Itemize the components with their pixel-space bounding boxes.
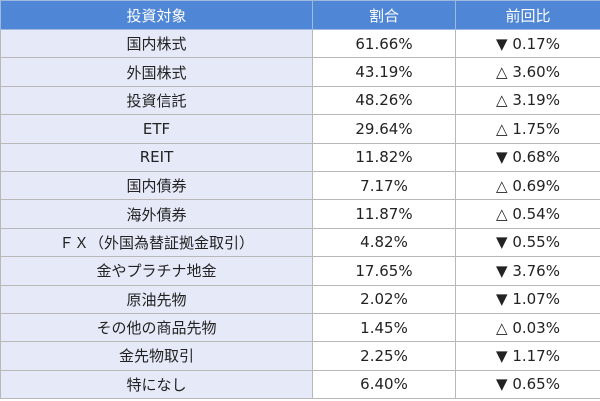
header-cell: 割合 — [312, 0, 456, 30]
category-cell: 海外債券 — [0, 199, 313, 229]
table-row: 特になし 6.40% ▼ 0.65% — [0, 369, 600, 400]
category-cell: 投資信託 — [0, 85, 313, 116]
table-row: 国内債券 7.17% △ 0.69% — [0, 170, 600, 201]
category-cell: 原油先物 — [0, 284, 313, 314]
ratio-cell: 2.02% — [312, 284, 456, 314]
category-cell: 国内債券 — [0, 170, 313, 201]
change-cell: △ 0.03% — [455, 312, 600, 343]
table-body: 国内株式 61.66% ▼ 0.17% 外国株式 43.19% △ 3.60% 投資信託 48… — [0, 28, 600, 400]
category-cell: 金先物取引 — [0, 341, 313, 371]
category-cell: 国内株式 — [0, 28, 313, 59]
ratio-cell: 11.82% — [312, 142, 456, 172]
category-cell: REIT — [0, 142, 313, 172]
ratio-cell: 61.66% — [312, 28, 456, 59]
change-cell: ▼ 0.65% — [455, 369, 600, 400]
change-cell: ▼ 1.07% — [455, 284, 600, 314]
change-cell: △ 0.69% — [455, 170, 600, 201]
change-cell: ▼ 0.17% — [455, 28, 600, 59]
ratio-cell: 11.87% — [312, 199, 456, 229]
change-cell: ▼ 3.76% — [455, 256, 600, 286]
change-cell: △ 0.54% — [455, 199, 600, 229]
header-cell: 前回比 — [455, 0, 600, 30]
category-cell: その他の商品先物 — [0, 312, 313, 343]
table-row: 金やプラチナ地金 17.65% ▼ 3.76% — [0, 256, 600, 286]
ratio-cell: 1.45% — [312, 312, 456, 343]
change-cell: △ 3.60% — [455, 57, 600, 87]
table-row: 投資信託 48.26% △ 3.19% — [0, 85, 600, 116]
category-cell: ＦＸ（外国為替証拠金取引） — [0, 227, 313, 258]
change-cell: ▼ 0.55% — [455, 227, 600, 258]
table-row: ＦＸ（外国為替証拠金取引） 4.82% ▼ 0.55% — [0, 227, 600, 258]
change-cell: △ 3.19% — [455, 85, 600, 116]
table-row: その他の商品先物 1.45% △ 0.03% — [0, 312, 600, 343]
table-row: 海外債券 11.87% △ 0.54% — [0, 199, 600, 229]
table-row: 国内株式 61.66% ▼ 0.17% — [0, 28, 600, 59]
table-row: REIT 11.82% ▼ 0.68% — [0, 142, 600, 172]
change-cell: ▼ 0.68% — [455, 142, 600, 172]
category-cell: ETF — [0, 114, 313, 144]
table-row: 外国株式 43.19% △ 3.60% — [0, 57, 600, 87]
ratio-cell: 43.19% — [312, 57, 456, 87]
header-row: 投資対象 割合 前回比 — [0, 0, 600, 30]
category-cell: 金やプラチナ地金 — [0, 256, 313, 286]
ratio-cell: 6.40% — [312, 369, 456, 400]
category-cell: 外国株式 — [0, 57, 313, 87]
header-cell: 投資対象 — [0, 0, 313, 30]
ratio-cell: 17.65% — [312, 256, 456, 286]
ratio-cell: 29.64% — [312, 114, 456, 144]
table-row: 原油先物 2.02% ▼ 1.07% — [0, 284, 600, 314]
ratio-cell: 48.26% — [312, 85, 456, 116]
table-row: ETF 29.64% △ 1.75% — [0, 114, 600, 144]
ratio-cell: 7.17% — [312, 170, 456, 201]
table-row: 金先物取引 2.25% ▼ 1.17% — [0, 341, 600, 371]
change-cell: ▼ 1.17% — [455, 341, 600, 371]
ratio-cell: 4.82% — [312, 227, 456, 258]
ratio-cell: 2.25% — [312, 341, 456, 371]
category-cell: 特になし — [0, 369, 313, 400]
change-cell: △ 1.75% — [455, 114, 600, 144]
